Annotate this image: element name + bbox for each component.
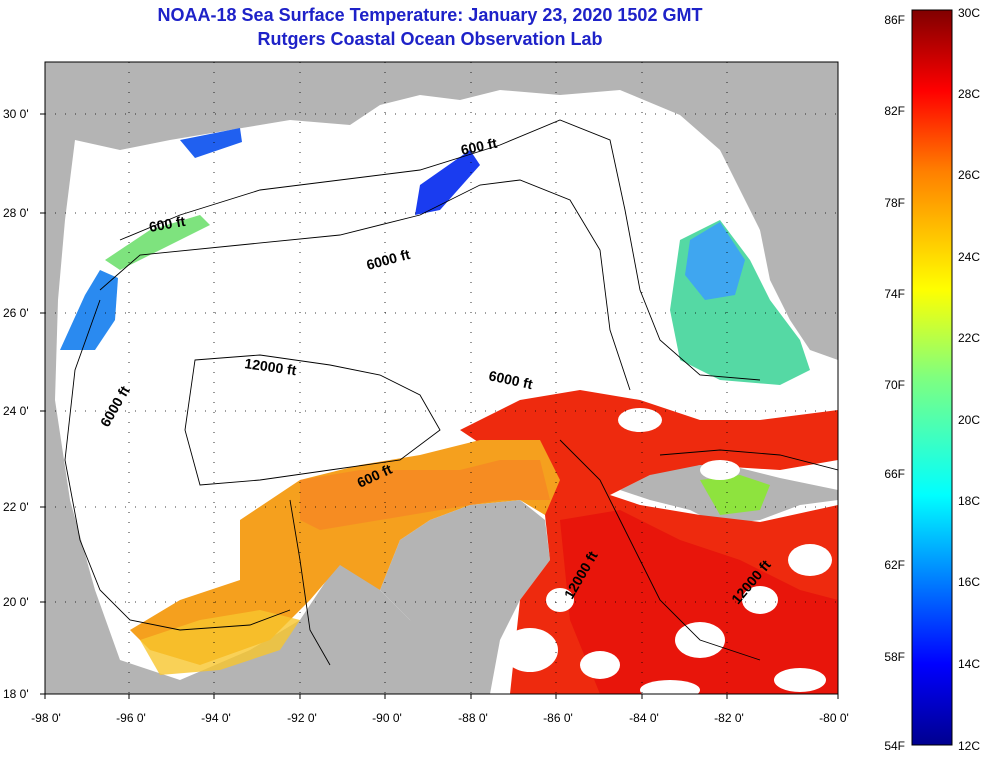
colorbar-f-label: 74F (884, 287, 905, 301)
lat-label: 24 0' (3, 404, 29, 418)
lon-label: -98 0' (31, 711, 61, 725)
lon-label: -86 0' (543, 711, 573, 725)
colorbar-f-label: 66F (884, 467, 905, 481)
lon-label: -90 0' (372, 711, 402, 725)
latitude-labels: 30 0' 28 0' 26 0' 24 0' 22 0' 20 0' 18 0… (3, 107, 29, 701)
sst-cuba-green (700, 475, 770, 515)
lat-label: 18 0' (3, 687, 29, 701)
contour-12000ft-caribbean (559, 439, 761, 661)
sst-yellow-edge (140, 610, 300, 675)
sst-orange-deep (300, 460, 550, 530)
lon-label: -82 0' (714, 711, 744, 725)
colorbar-c-label: 22C (958, 331, 980, 345)
bathymetry-contours (64, 119, 838, 666)
lon-label: -88 0' (458, 711, 488, 725)
contour-600ft (119, 119, 761, 381)
map-border (44, 61, 839, 695)
colorbar-fahrenheit-labels: 86F 82F 78F 74F 70F 66F 62F 58F 54F (884, 13, 905, 753)
contour-shelf-yucatan (289, 499, 331, 666)
longitude-labels: -98 0' -96 0' -94 0' -92 0' -90 0' -88 0… (31, 711, 849, 725)
colorbar-c-label: 20C (958, 413, 980, 427)
contour-label-12000ft: 12000 ft (244, 355, 298, 378)
sst-texas-green (105, 215, 210, 270)
sst-hot-core (560, 510, 838, 694)
colorbar-c-label: 14C (958, 657, 980, 671)
colorbar-c-label: 30C (958, 6, 980, 20)
sst-louisiana-blue (180, 128, 242, 158)
contour-6000ft-west (64, 299, 291, 631)
temperature-colorbar (911, 9, 953, 746)
lat-label: 26 0' (3, 306, 29, 320)
contour-6000ft-north (99, 179, 631, 391)
lon-label: -80 0' (819, 711, 849, 725)
florida-land (720, 62, 838, 360)
contour-cuba (659, 449, 838, 471)
lat-label: 28 0' (3, 206, 29, 220)
colorbar-f-label: 78F (884, 196, 905, 210)
colorbar-c-label: 12C (958, 739, 980, 753)
contour-12000ft (184, 354, 441, 486)
colorbar-f-label: 58F (884, 650, 905, 664)
lon-label: -92 0' (287, 711, 317, 725)
colorbar-f-label: 86F (884, 13, 905, 27)
tick-marks (40, 113, 839, 699)
map-area (45, 62, 838, 694)
lon-label: -96 0' (116, 711, 146, 725)
lon-label: -84 0' (629, 711, 659, 725)
colorbar-c-label: 18C (958, 494, 980, 508)
contour-label-600ft: 600 ft (148, 213, 187, 235)
lat-label: 22 0' (3, 500, 29, 514)
colorbar-c-label: 24C (958, 250, 980, 264)
colorbar-c-label: 28C (958, 87, 980, 101)
sst-florida-shelf-blue (685, 222, 745, 300)
map-title: NOAA-18 Sea Surface Temperature: January… (157, 5, 703, 25)
contour-label-600ft: 600 ft (459, 135, 498, 158)
map-subtitle: Rutgers Coastal Ocean Observation Lab (257, 29, 603, 49)
yucatan-land (380, 500, 550, 694)
colorbar-f-label: 62F (884, 558, 905, 572)
sst-mississippi-blue (415, 150, 480, 215)
colorbar-c-label: 16C (958, 575, 980, 589)
colorbar-f-label: 82F (884, 104, 905, 118)
lat-label: 30 0' (3, 107, 29, 121)
lon-label: -94 0' (201, 711, 231, 725)
colorbar-celsius-labels: 30C 28C 26C 24C 22C 20C 18C 16C 14C 12C (958, 6, 980, 753)
colorbar-f-label: 70F (884, 378, 905, 392)
sst-texas-shelf (60, 270, 118, 350)
lat-label: 20 0' (3, 595, 29, 609)
colorbar-f-label: 54F (884, 739, 905, 753)
graticule (45, 62, 838, 694)
colorbar-c-label: 26C (958, 168, 980, 182)
